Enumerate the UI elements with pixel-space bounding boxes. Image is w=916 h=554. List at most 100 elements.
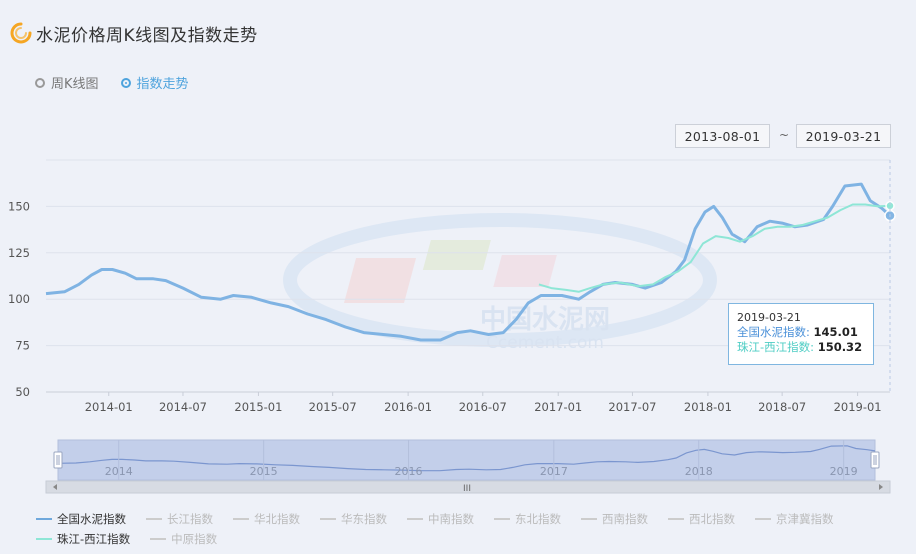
tooltip-row-zhujiang: 珠江-西江指数: 150.32 (737, 340, 863, 354)
legend-swatch (146, 518, 162, 520)
series-line-0 (45, 182, 892, 342)
x-tick-label: 2017-01 (534, 400, 582, 414)
legend-label: 珠江-西江指数 (57, 532, 131, 546)
legend-item[interactable]: 全国水泥指数 (36, 511, 126, 527)
legend-swatch (755, 518, 771, 520)
brand-logo-icon (10, 22, 32, 44)
radio-weekly-kline[interactable]: 周K线图 (35, 73, 99, 92)
x-tick-label: 2017-07 (608, 400, 656, 414)
chart-legend: 全国水泥指数 长江指数 华北指数 华东指数 中南指数 东北指数 西南指数 西北指数 京津冀指数 … (36, 510, 906, 550)
legend-swatch (36, 518, 52, 520)
legend-label: 全国水泥指数 (57, 512, 126, 526)
x-tick-label: 2018-07 (758, 400, 806, 414)
header: 水泥价格周K线图及指数走势 (10, 20, 258, 46)
chart-tooltip: 2019-03-21 全国水泥指数: 145.01 珠江-西江指数: 150.3… (728, 303, 874, 365)
slider-window (57, 439, 876, 481)
watermark-text: 中国水泥网 (480, 305, 610, 335)
legend-item[interactable]: 东北指数 (494, 511, 561, 527)
x-tick-label: 2016-07 (459, 400, 507, 414)
legend-swatch (407, 518, 423, 520)
page-title: 水泥价格周K线图及指数走势 (36, 25, 258, 46)
legend-item[interactable]: 京津冀指数 (755, 511, 834, 527)
y-tick-label: 75 (15, 339, 30, 353)
legend-label: 京津冀指数 (776, 512, 834, 526)
legend-item[interactable]: 中原指数 (150, 531, 217, 547)
legend-item[interactable]: 西南指数 (581, 511, 648, 527)
y-tick-label: 100 (8, 292, 30, 306)
legend-label: 东北指数 (515, 512, 561, 526)
legend-item[interactable]: 华东指数 (320, 511, 387, 527)
x-tick-label: 2016-01 (384, 400, 432, 414)
slider-right-handle (870, 451, 880, 469)
legend-label: 华北指数 (254, 512, 300, 526)
tooltip-row-national: 全国水泥指数: 145.01 (737, 325, 858, 339)
data-zoom-slider[interactable]: 2014 2015 2016 2017 2018 2019 III (45, 439, 891, 494)
slider-year-label: 2018 (685, 465, 713, 478)
legend-item[interactable]: 中南指数 (407, 511, 474, 527)
tooltip-label: 全国水泥指数 (737, 325, 806, 339)
mode-toggle: 周K线图 指数走势 (35, 73, 189, 92)
legend-row: 珠江-西江指数 中原指数 (36, 530, 906, 548)
legend-swatch (233, 518, 249, 520)
start-date-input[interactable]: 2013-08-01 (675, 124, 770, 148)
slider-left-handle (53, 451, 63, 469)
scrollbar-track (45, 480, 891, 494)
x-tick-label: 2014-01 (85, 400, 133, 414)
legend-swatch (668, 518, 684, 520)
slider-year-label: 2015 (250, 465, 278, 478)
slider-year-label: 2016 (395, 465, 423, 478)
chart-series (45, 160, 896, 392)
watermark-tile (422, 240, 491, 270)
scrollbar-grip-icon: III (463, 484, 471, 494)
x-tick-label: 2014-07 (159, 400, 207, 414)
x-tick-label: 2015-07 (309, 400, 357, 414)
legend-swatch (320, 518, 336, 520)
y-tick-label: 125 (8, 246, 30, 260)
radio-unselected-icon (35, 77, 45, 88)
legend-item[interactable]: 西北指数 (668, 511, 735, 527)
watermark-tile (493, 255, 557, 287)
scroll-left-arrow-icon (53, 484, 57, 490)
x-tick-label: 2015-01 (234, 400, 282, 414)
legend-swatch (494, 518, 510, 520)
radio-label: 指数走势 (136, 77, 189, 92)
date-range-separator: ~ (779, 128, 790, 142)
legend-item[interactable]: 华北指数 (233, 511, 300, 527)
legend-row: 全国水泥指数 长江指数 华北指数 华东指数 中南指数 东北指数 西南指数 西北指数 京津冀指数 (36, 510, 906, 528)
legend-label: 中南指数 (428, 512, 474, 526)
slider-year-label: 2019 (830, 465, 858, 478)
legend-label: 长江指数 (167, 512, 213, 526)
x-axis-ticks: 2014-01 2014-07 2015-01 2015-07 2016-01 2016-… (85, 392, 882, 414)
y-tick-label: 50 (15, 385, 30, 399)
legend-label: 西南指数 (602, 512, 648, 526)
legend-label: 中原指数 (171, 532, 218, 546)
watermark-swoosh (283, 213, 717, 347)
radio-selected-icon (120, 77, 131, 88)
slider-year-label: 2014 (105, 465, 133, 478)
tooltip-label: 珠江-西江指数 (737, 340, 811, 354)
slider-year-label: 2017 (540, 465, 568, 478)
tooltip-date: 2019-03-21 (737, 311, 801, 324)
watermark-text: Ccement.com (486, 333, 604, 353)
legend-swatch (150, 538, 167, 540)
legend-item[interactable]: 珠江-西江指数 (36, 531, 130, 547)
radio-label: 周K线图 (51, 77, 99, 92)
series-line-1 (538, 203, 891, 293)
slider-mini-line (57, 445, 876, 472)
x-tick-label: 2019-01 (834, 400, 882, 414)
legend-swatch (36, 538, 52, 540)
tooltip-value: 150.32 (817, 340, 863, 354)
scroll-right-arrow-icon (879, 484, 883, 490)
x-tick-label: 2018-01 (684, 400, 732, 414)
radio-index-trend[interactable]: 指数走势 (120, 73, 189, 92)
watermark-tile (344, 258, 417, 303)
end-date-input[interactable]: 2019-03-21 (796, 124, 891, 148)
legend-item[interactable]: 长江指数 (146, 511, 213, 527)
y-axis-ticks: 50 75 100 125 150 (8, 199, 30, 399)
legend-label: 西北指数 (689, 512, 735, 526)
tooltip-value: 145.01 (813, 325, 858, 339)
y-tick-label: 150 (8, 199, 30, 213)
legend-label: 华东指数 (341, 512, 387, 526)
